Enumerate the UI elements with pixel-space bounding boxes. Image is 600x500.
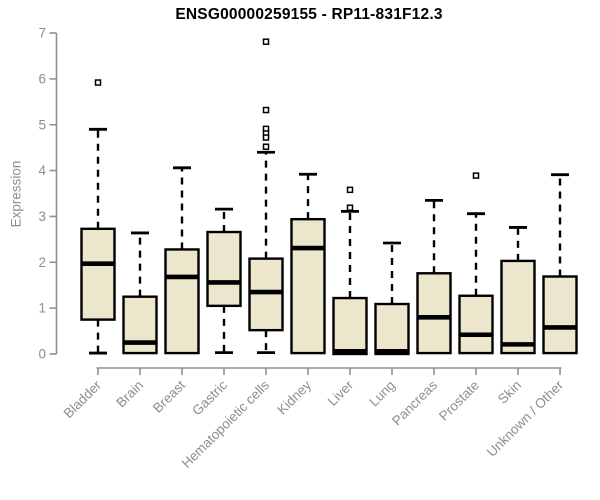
box-skin xyxy=(500,226,536,355)
box-brain xyxy=(122,231,158,355)
box-unknown-other xyxy=(542,173,578,355)
box-kidney xyxy=(290,172,326,355)
x-tick-label-pancreas: Pancreas xyxy=(389,377,440,428)
box-bladder xyxy=(80,79,116,355)
x-tick-label-unknown-other: Unknown / Other xyxy=(484,377,567,460)
x-tick-label-breast: Breast xyxy=(150,377,188,415)
outlier-point xyxy=(262,106,270,114)
y-tick-label: 0 xyxy=(38,347,46,362)
iqr-box xyxy=(374,302,410,356)
x-tick-label-bladder: Bladder xyxy=(61,377,105,421)
x-tick-label-kidney: Kidney xyxy=(274,377,314,417)
box-liver xyxy=(332,186,368,356)
y-tick-label: 1 xyxy=(38,301,46,316)
iqr-box xyxy=(206,230,242,308)
x-tick-label-skin: Skin xyxy=(495,378,524,407)
outlier-point xyxy=(262,134,270,141)
y-tick-label: 2 xyxy=(38,255,46,270)
box-lung xyxy=(374,241,410,356)
outlier-point xyxy=(262,143,270,150)
x-tick-label-prostate: Prostate xyxy=(436,378,482,424)
x-tick-label-liver: Liver xyxy=(325,377,357,409)
iqr-box xyxy=(500,259,536,355)
outlier-point xyxy=(346,204,354,211)
x-tick-label-lung: Lung xyxy=(366,378,398,410)
outlier-point xyxy=(94,79,102,86)
iqr-box xyxy=(290,217,326,355)
box-breast xyxy=(164,166,200,355)
iqr-box xyxy=(458,294,494,355)
y-tick-label: 7 xyxy=(38,26,46,41)
iqr-box xyxy=(80,227,116,321)
iqr-box xyxy=(164,248,200,355)
y-tick-label: 6 xyxy=(38,71,46,86)
chart-title: ENSG00000259155 - RP11-831F12.3 xyxy=(175,6,443,23)
iqr-box xyxy=(542,275,578,355)
x-tick-label-gastric: Gastric xyxy=(189,377,230,418)
box-hematopoietic-cells xyxy=(248,38,284,355)
y-axis: 0 1 2 3 4 5 6 7 xyxy=(38,26,58,362)
box-prostate xyxy=(458,172,494,355)
box-pancreas xyxy=(416,198,452,355)
y-tick-label: 4 xyxy=(38,163,46,178)
outlier-point xyxy=(346,186,354,194)
outlier-point xyxy=(262,38,270,45)
outlier-point xyxy=(472,172,480,179)
iqr-box xyxy=(416,272,452,355)
x-tick-label-brain: Brain xyxy=(113,378,146,411)
y-tick-label: 5 xyxy=(38,117,46,132)
iqr-box xyxy=(332,296,368,356)
box-gastric xyxy=(206,207,242,355)
y-tick-label: 3 xyxy=(38,209,46,224)
